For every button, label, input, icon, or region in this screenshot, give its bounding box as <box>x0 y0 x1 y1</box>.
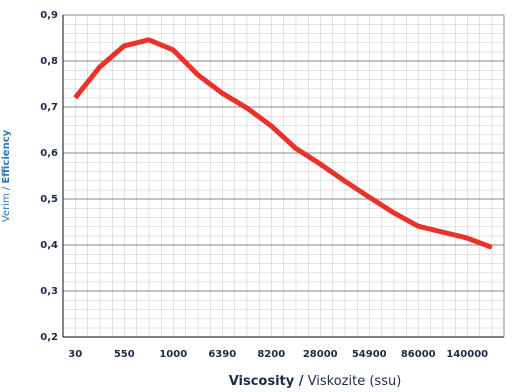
x-axis-title-sub: Viskozite (ssu) <box>308 374 402 389</box>
plot: 0,2 0,3 0,4 0,5 0,6 0,7 0,8 0,9 30 550 1000 6390 820… <box>40 10 505 360</box>
x-tick-label: 54900 <box>352 349 387 360</box>
y-axis-title-bold: Efficiency <box>1 129 12 183</box>
y-tick-label: 0,4 <box>40 240 58 251</box>
y-tick-label: 0,8 <box>40 56 58 67</box>
x-axis-title: Viscosity / Viskozite (ssu) <box>229 374 402 389</box>
data-line <box>73 37 493 250</box>
x-tick-label: 86000 <box>401 349 436 360</box>
x-tick-label: 1000 <box>159 349 187 360</box>
minor-grid <box>63 15 504 337</box>
x-tick-label: 30 <box>68 349 82 360</box>
y-axis-title: Verim / Efficiency <box>1 129 12 222</box>
y-tick-label: 0,7 <box>40 102 58 113</box>
x-tick-label: 6390 <box>208 349 236 360</box>
y-tick-label: 0,6 <box>40 148 58 159</box>
y-tick-label: 0,9 <box>40 10 58 21</box>
x-tick-label: 550 <box>114 349 135 360</box>
x-axis-title-bold: Viscosity / <box>229 374 304 389</box>
y-tick-label: 0,5 <box>40 194 58 205</box>
x-tick-label: 140000 <box>446 349 488 360</box>
y-tick-label: 0,3 <box>40 286 58 297</box>
y-axis-title-main: Verim / <box>1 186 12 222</box>
y-tick-label: 0,2 <box>40 332 58 343</box>
x-tick-label: 28000 <box>303 349 338 360</box>
x-tick-label: 8200 <box>257 349 285 360</box>
